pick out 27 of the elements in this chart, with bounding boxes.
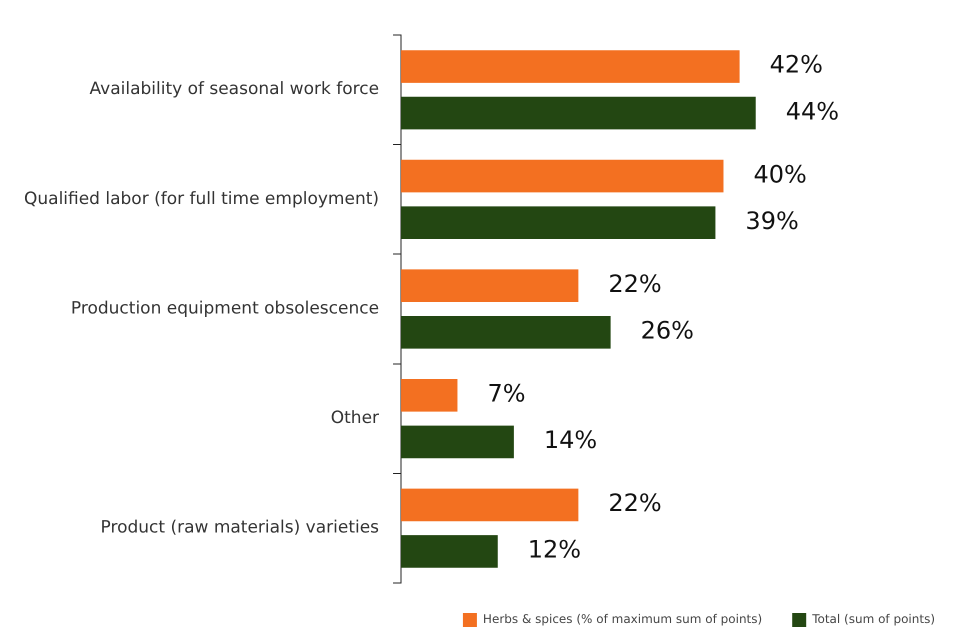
bar <box>401 96 756 130</box>
legend-label: Herbs & spices (% of maximum sum of points) <box>482 612 762 626</box>
data-label: 39% <box>745 206 799 235</box>
y-tick-label: Other <box>330 408 380 428</box>
data-label: 7% <box>487 380 526 408</box>
bar <box>401 488 578 522</box>
y-tick-label: Qualified labor (for full time employment) <box>24 188 380 209</box>
data-label: 26% <box>640 316 694 345</box>
y-tick-label: Product (raw materials) varieties <box>100 518 380 538</box>
y-tick-label: Production equipment obsolescence <box>70 298 380 318</box>
data-label: 44% <box>786 97 840 126</box>
data-label: 22% <box>608 270 662 298</box>
bar <box>401 426 514 458</box>
bar <box>401 316 611 349</box>
y-tick-label: Availability of seasonal work force <box>90 79 380 100</box>
data-label: 22% <box>608 489 662 518</box>
bar <box>401 535 498 568</box>
data-label: 42% <box>770 50 823 79</box>
legend-label: Total (sum of points) <box>811 612 936 626</box>
bar <box>401 269 578 302</box>
data-label: 14% <box>544 426 598 454</box>
data-label: 40% <box>753 160 807 188</box>
bar <box>401 379 458 412</box>
bar <box>401 160 724 192</box>
data-label: 12% <box>528 536 582 564</box>
bar <box>401 206 716 239</box>
bar <box>401 50 740 83</box>
